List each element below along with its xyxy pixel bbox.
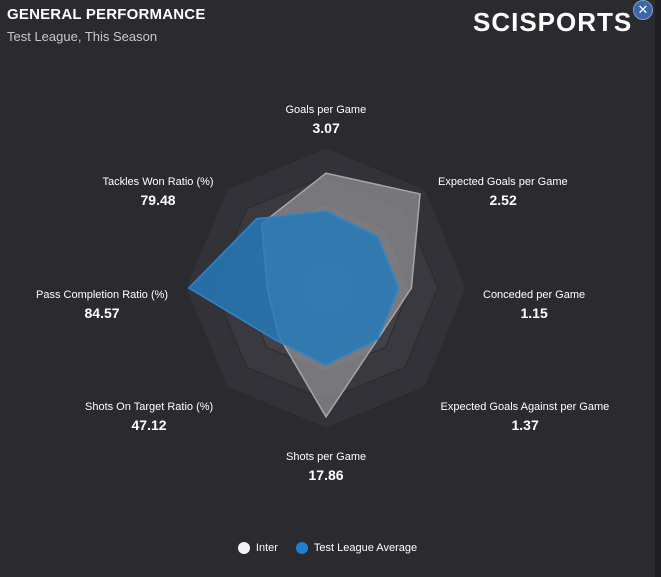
radar-series-league-average [187, 210, 400, 366]
axis-value: 1.37 [511, 417, 539, 433]
legend-dot-league-average [295, 542, 308, 554]
legend-dot-inter [237, 542, 250, 554]
legend-item-league-average[interactable]: Test League Average [295, 542, 418, 554]
legend-label-inter: Inter [255, 542, 278, 554]
legend: Inter Test League Average [0, 542, 655, 554]
axis-value: 84.57 [84, 305, 120, 321]
scisports-logo: SCISPORTS [473, 7, 633, 37]
axis-value: 79.48 [140, 192, 176, 208]
axis-label: Conceded per Game [483, 289, 586, 301]
chart-title: GENERAL PERFORMANCE [7, 6, 206, 23]
close-icon[interactable]: ✕ [633, 0, 653, 20]
scrollbar-track[interactable] [655, 0, 661, 577]
axis-value: 3.07 [312, 120, 340, 136]
axis-label: Shots per Game [286, 451, 367, 463]
axis-value: 1.15 [520, 305, 548, 321]
axis-label: Expected Goals per Game [438, 176, 568, 188]
axis-value: 2.52 [489, 192, 517, 208]
axis-label: Goals per Game [285, 104, 367, 116]
chart-subtitle: Test League, This Season [7, 29, 158, 44]
axis-label: Pass Completion Ratio (%) [36, 289, 169, 301]
axis-label: Shots On Target Ratio (%) [85, 401, 214, 413]
axis-value: 17.86 [308, 467, 344, 483]
legend-item-inter[interactable]: Inter [237, 542, 278, 554]
axis-value: 47.12 [131, 417, 167, 433]
axis-label: Tackles Won Ratio (%) [102, 176, 214, 188]
legend-label-league-average: Test League Average [313, 542, 418, 554]
axis-label: Expected Goals Against per Game [440, 401, 610, 413]
